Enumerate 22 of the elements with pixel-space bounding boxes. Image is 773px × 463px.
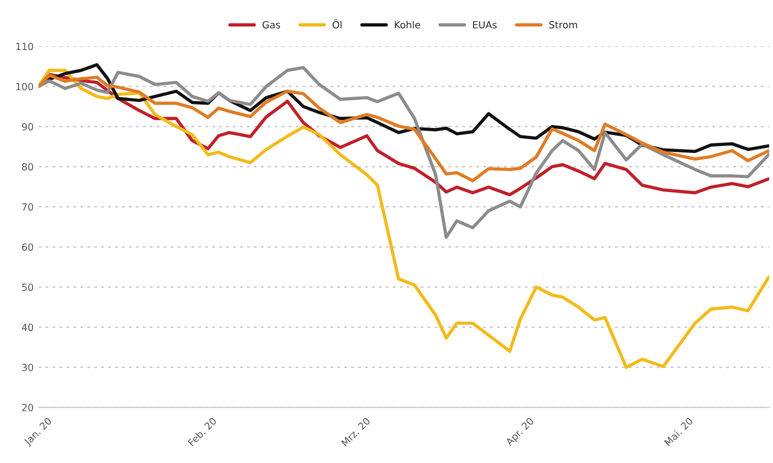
- y-tick-label: 50: [22, 284, 34, 291]
- legend-label: Öl: [332, 19, 342, 28]
- legend-label: Strom: [549, 21, 578, 28]
- legend-label: Gas: [262, 21, 280, 28]
- y-tick-label: 60: [22, 243, 34, 251]
- x-tick-label: Apr. 20: [505, 417, 536, 448]
- x-tick-label: Mai. 20: [664, 416, 694, 446]
- line-series: [38, 68, 770, 369]
- line-series: [38, 66, 770, 239]
- x-tick-label: Feb. 20: [187, 416, 217, 446]
- y-tick-label: 30: [22, 364, 34, 372]
- legend-label: Kohle: [394, 20, 420, 28]
- y-tick-label: 100: [16, 82, 34, 90]
- y-tick-label: 40: [22, 324, 34, 332]
- y-tick-label: 20: [22, 404, 34, 412]
- y-tick-label: 80: [22, 163, 34, 171]
- y-tick-label: 90: [22, 123, 34, 130]
- legend-label: EUAs: [473, 21, 497, 28]
- x-tick-label: Mrz. 20: [340, 417, 371, 447]
- y-tick-label: 70: [22, 203, 34, 211]
- y-tick-label: 110: [16, 42, 34, 50]
- x-tick-label: Jan. 20: [23, 417, 54, 448]
